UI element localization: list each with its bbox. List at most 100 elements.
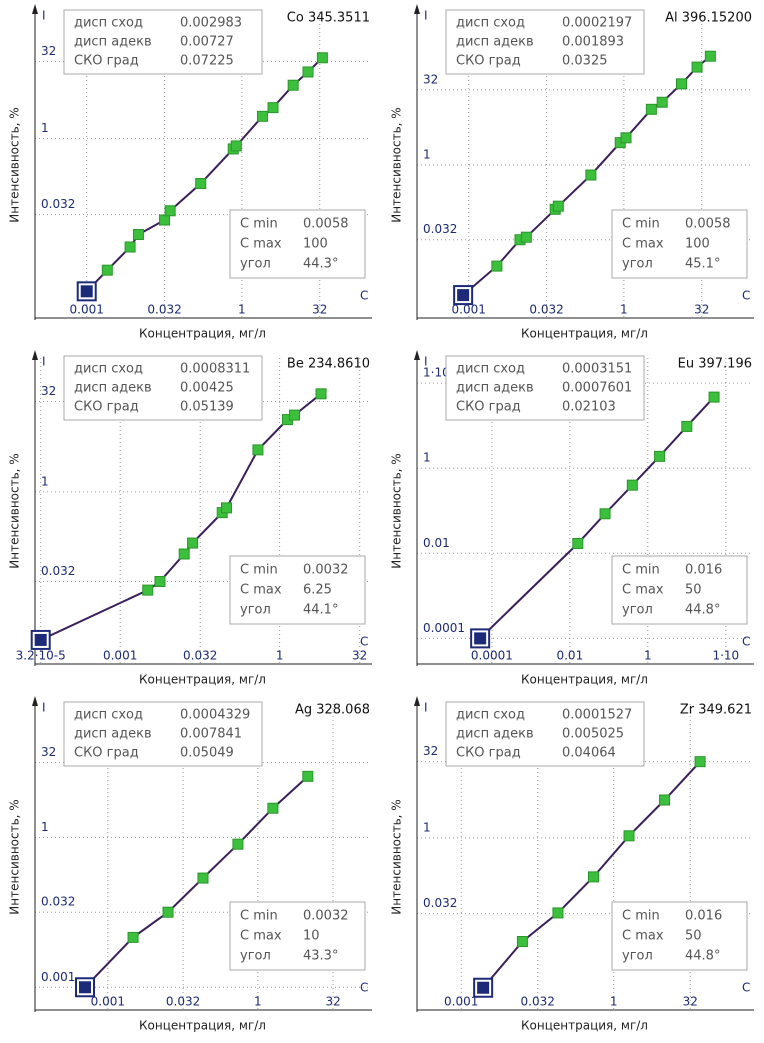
y-tick-label: 0.032 <box>41 564 75 578</box>
data-point <box>154 576 166 588</box>
chart-title: Zr 349.621 <box>680 703 752 718</box>
data-point <box>195 178 207 190</box>
x-tick-label: 0.001 <box>452 303 486 317</box>
y-tick-label: 0.0001 <box>423 621 465 635</box>
stats-box <box>63 9 263 75</box>
range-label: C min <box>622 563 660 578</box>
y-tick-label: 32 <box>41 44 56 58</box>
x-axis-label: Концентрация, мг/л <box>139 327 266 341</box>
range-label: угол <box>240 603 271 618</box>
stat-label: СКО град <box>74 400 139 415</box>
x-axis-letter: C <box>360 981 368 995</box>
x-axis-label: Концентрация, мг/л <box>521 327 648 341</box>
data-point <box>654 450 666 462</box>
stat-label: дисп сход <box>456 708 525 723</box>
x-axis-label: Концентрация, мг/л <box>521 1019 648 1033</box>
x-tick-label: 32 <box>325 995 340 1009</box>
stat-label: СКО град <box>456 400 521 415</box>
y-axis-letter: I <box>42 701 46 715</box>
anchor-point <box>473 977 494 998</box>
data-point <box>694 756 706 768</box>
stat-value: 0.0003151 <box>562 362 632 377</box>
data-point <box>302 66 314 78</box>
x-tick-label: 0.032 <box>166 995 200 1009</box>
stats-box <box>445 701 645 767</box>
data-point <box>572 538 584 550</box>
data-point <box>708 391 720 403</box>
range-value: 0.0032 <box>303 563 349 578</box>
data-point <box>659 794 671 806</box>
data-point <box>585 169 597 181</box>
x-tick-label: 0.001 <box>91 995 125 1009</box>
y-tick-label: 32 <box>41 384 56 398</box>
stat-label: СКО град <box>456 54 521 69</box>
y-tick-label: 0.032 <box>41 197 75 211</box>
stat-value: 0.0002197 <box>562 16 632 31</box>
range-value: 43.3° <box>303 949 338 964</box>
y-tick-label: 1 <box>41 474 49 488</box>
range-value: 6.25 <box>303 583 332 598</box>
y-axis-label: Интенсивность, % <box>390 799 404 914</box>
data-point <box>221 502 233 514</box>
range-value: 45.1° <box>685 257 720 272</box>
anchor-core <box>477 981 490 994</box>
chart-title: Ag 328.068 <box>295 703 370 718</box>
data-point <box>626 479 638 491</box>
range-label: C max <box>622 237 664 252</box>
range-value: 44.8° <box>685 949 720 964</box>
stat-label: дисп адекв <box>74 35 152 50</box>
stat-label: дисп сход <box>74 708 143 723</box>
x-tick-label: 0.001 <box>70 303 104 317</box>
y-tick-label: 32 <box>423 744 438 758</box>
x-axis-label: Концентрация, мг/л <box>139 1019 266 1033</box>
x-axis-label: Концентрация, мг/л <box>521 673 648 687</box>
stats-box <box>445 355 645 421</box>
anchor-core <box>457 289 470 302</box>
chart-title: Al 396.15200 <box>665 11 752 26</box>
stat-label: дисп адекв <box>456 381 534 396</box>
range-value: 44.1° <box>303 603 338 618</box>
data-point <box>520 231 532 243</box>
x-axis-letter: C <box>360 289 368 303</box>
x-tick-label: 1 <box>644 649 652 663</box>
x-tick-label: 3.2·10-5 <box>16 649 66 663</box>
range-value: 50 <box>685 583 702 598</box>
y-tick-label: 0.032 <box>41 895 75 909</box>
data-point <box>187 537 199 549</box>
data-point <box>127 931 139 943</box>
data-point <box>516 936 528 948</box>
data-point <box>267 102 279 114</box>
stat-value: 0.0325 <box>562 54 608 69</box>
data-point <box>491 260 503 272</box>
data-point <box>675 78 687 90</box>
range-label: C max <box>622 929 664 944</box>
x-axis-letter: C <box>742 981 750 995</box>
data-point <box>256 110 268 122</box>
data-point <box>142 584 154 596</box>
data-point <box>302 770 314 782</box>
y-tick-label: 32 <box>41 745 56 759</box>
x-tick-label: 1 <box>620 303 628 317</box>
stat-value: 0.0008311 <box>180 362 250 377</box>
data-point <box>599 508 611 520</box>
stat-label: СКО град <box>74 746 139 761</box>
x-tick-label: 32 <box>694 303 709 317</box>
anchor-point <box>75 977 96 998</box>
data-point <box>316 52 328 64</box>
range-label: C max <box>240 237 282 252</box>
data-point <box>162 906 174 918</box>
anchor-point <box>470 628 491 649</box>
stat-value: 0.00425 <box>180 381 234 396</box>
x-axis-letter: C <box>742 289 750 303</box>
range-value: 44.8° <box>685 603 720 618</box>
x-tick-label: 32 <box>683 995 698 1009</box>
stat-value: 0.005025 <box>562 727 624 742</box>
x-tick-label: 0.01 <box>556 649 583 663</box>
range-label: C min <box>622 217 660 232</box>
range-label: C min <box>240 217 278 232</box>
range-label: угол <box>622 949 653 964</box>
data-point <box>178 548 190 560</box>
